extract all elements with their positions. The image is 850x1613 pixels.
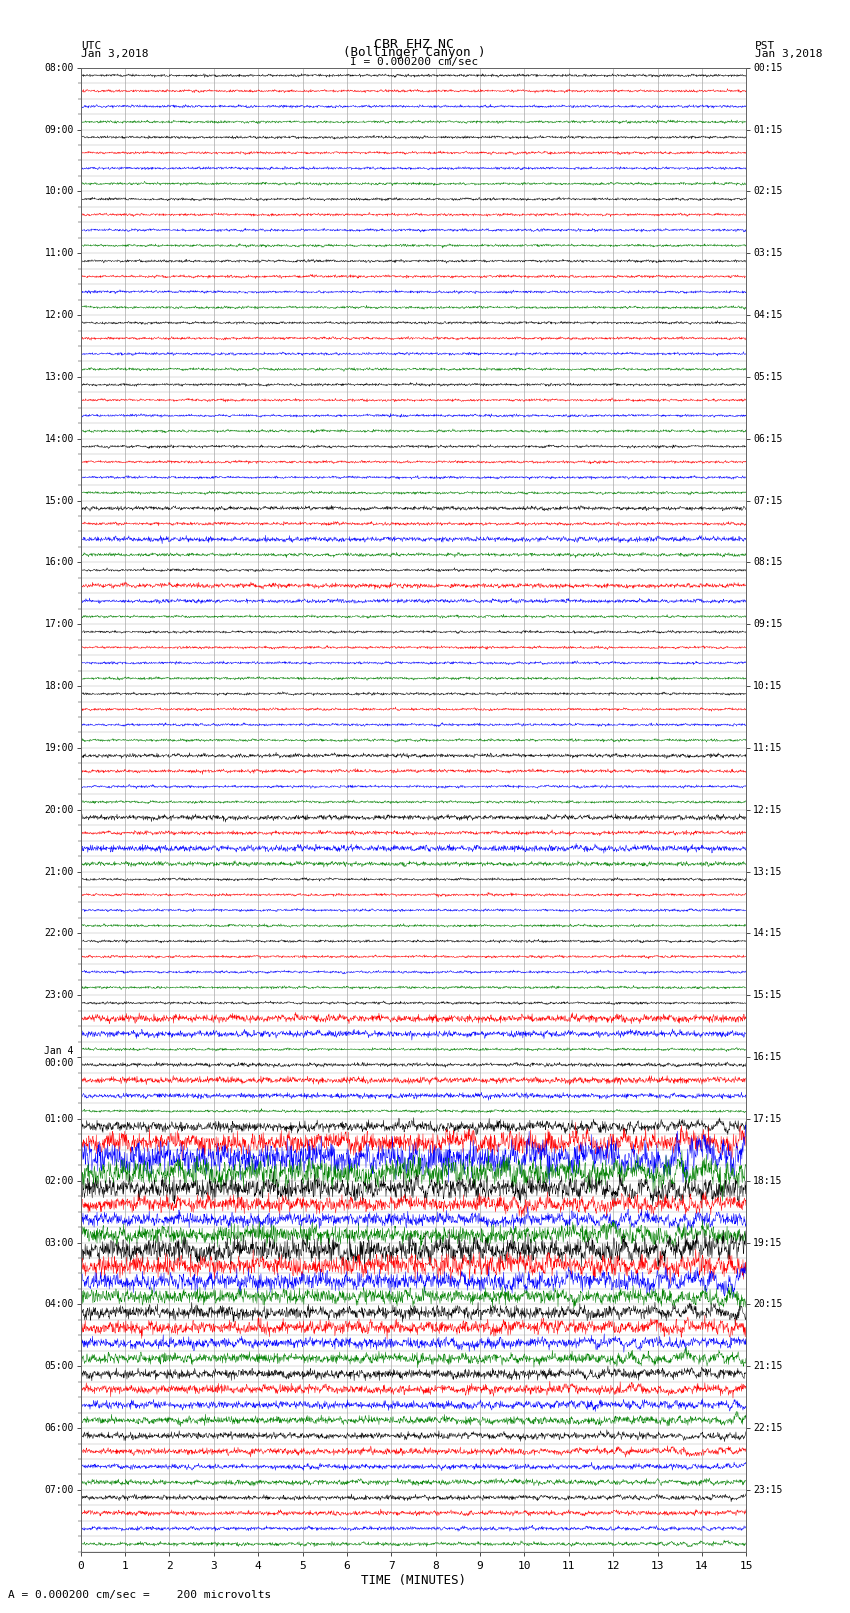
Text: CBR EHZ NC: CBR EHZ NC (374, 37, 454, 50)
Text: UTC: UTC (81, 40, 101, 50)
Text: Jan 3,2018: Jan 3,2018 (755, 48, 822, 58)
Text: A = 0.000200 cm/sec =    200 microvolts: A = 0.000200 cm/sec = 200 microvolts (8, 1590, 272, 1600)
Text: PST: PST (755, 40, 775, 50)
X-axis label: TIME (MINUTES): TIME (MINUTES) (361, 1574, 466, 1587)
Text: I = 0.000200 cm/sec: I = 0.000200 cm/sec (350, 56, 478, 66)
Text: Jan 3,2018: Jan 3,2018 (81, 48, 148, 58)
Text: (Bollinger Canyon ): (Bollinger Canyon ) (343, 45, 485, 58)
